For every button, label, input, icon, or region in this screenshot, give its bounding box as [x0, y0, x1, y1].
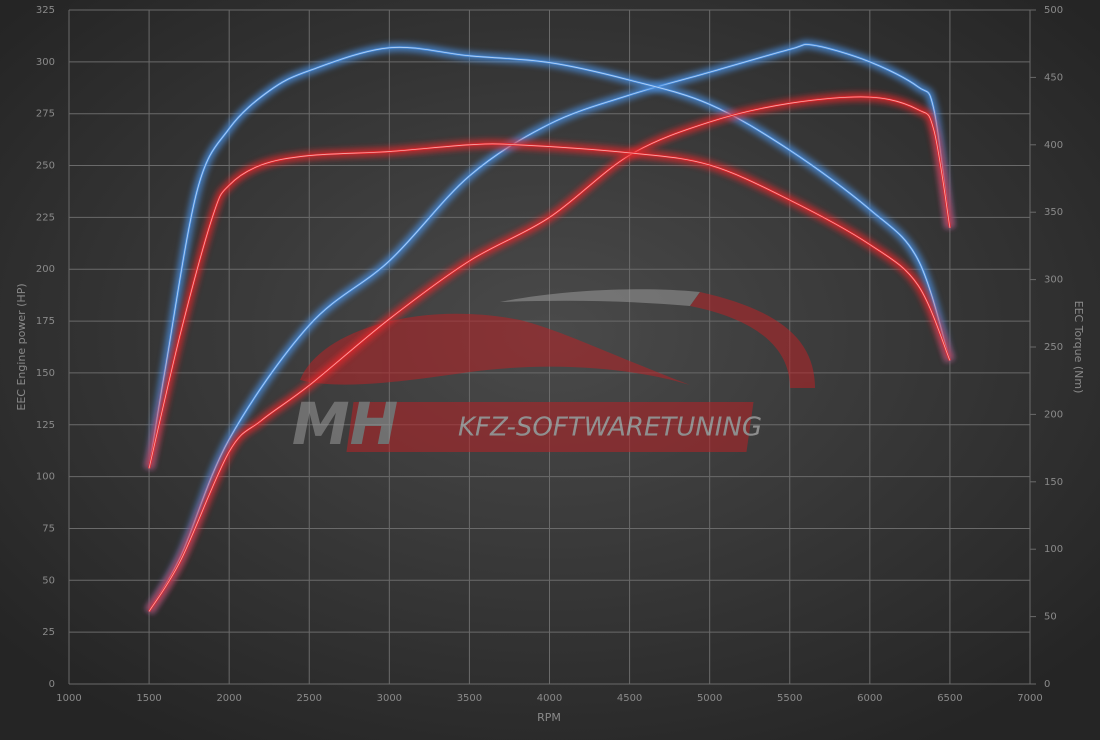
x-tick-label: 3000 [377, 693, 402, 704]
y-tick-label: 150 [36, 368, 55, 379]
car-roof [500, 289, 700, 306]
watermark: MH KFZ-SOFTWARETUNING [292, 289, 815, 458]
x-tick-label: 7000 [1017, 693, 1042, 704]
x-tick-label: 1000 [56, 693, 81, 704]
y2-tick-label: 300 [1044, 275, 1063, 286]
y-tick-label: 175 [36, 316, 55, 327]
y-tick-label: 75 [42, 523, 55, 534]
y-tick-label: 100 [36, 472, 55, 483]
x-tick-label: 6000 [857, 693, 882, 704]
lines [144, 39, 955, 614]
y2-tick-label: 0 [1044, 679, 1050, 690]
y2-tick-label: 100 [1044, 544, 1063, 555]
y2-tick-label: 450 [1044, 72, 1063, 83]
line-core [148, 96, 951, 612]
x-tick-label: 2500 [297, 693, 322, 704]
y2-tick-label: 250 [1044, 342, 1063, 353]
logo: MH [292, 390, 398, 458]
y2-tick-label: 50 [1044, 612, 1057, 623]
y-tick-label: 50 [42, 575, 55, 586]
x-axis-title: RPM [537, 711, 561, 724]
y2-tick-label: 500 [1044, 5, 1063, 16]
y-axis-title: EEC Engine power (HP) [15, 283, 28, 410]
y-tick-label: 25 [42, 627, 55, 638]
y2-tick-label: 200 [1044, 409, 1063, 420]
x-tick-label: 2000 [216, 693, 241, 704]
y2-tick-label: 350 [1044, 207, 1063, 218]
line-core [148, 43, 951, 612]
car-swoosh [690, 292, 815, 388]
y-tick-label: 300 [36, 57, 55, 68]
x-tick-label: 5500 [777, 693, 802, 704]
y-tick-label: 225 [36, 212, 55, 223]
y-tick-label: 125 [36, 420, 55, 431]
x-tick-label: 6500 [937, 693, 962, 704]
logo-band [346, 402, 754, 452]
y2-axis-title: EEC Torque (Nm) [1072, 301, 1085, 394]
y-tick-label: 250 [36, 161, 55, 172]
y-tick-label: 275 [36, 109, 55, 120]
y2-tick-label: 150 [1044, 477, 1063, 488]
x-tick-label: 4500 [617, 693, 642, 704]
y2-tick-label: 400 [1044, 140, 1063, 151]
y-tick-label: 200 [36, 264, 55, 275]
line-core [148, 46, 951, 469]
y-tick-label: 0 [49, 679, 55, 690]
car-outline [300, 313, 690, 385]
x-tick-label: 5000 [697, 693, 722, 704]
y-tick-label: 325 [36, 5, 55, 16]
logo-text: KFZ-SOFTWARETUNING [458, 413, 762, 443]
x-tick-label: 3500 [457, 693, 482, 704]
line-core [148, 143, 951, 469]
x-tick-label: 1500 [136, 693, 161, 704]
x-tick-label: 4000 [537, 693, 562, 704]
